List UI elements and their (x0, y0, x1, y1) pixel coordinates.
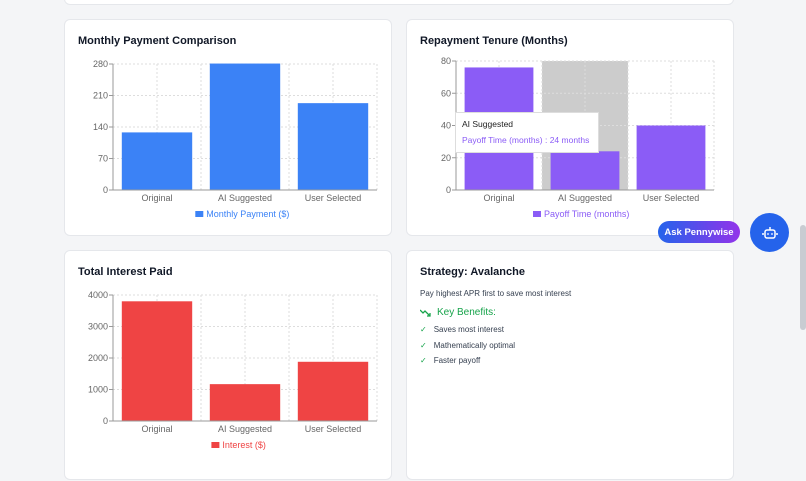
benefit-item: ✓ Mathematically optimal (420, 341, 515, 357)
scrollbar-thumb[interactable] (800, 225, 806, 330)
strategy-description: Pay highest APR first to save most inter… (420, 289, 572, 298)
bar-ai-suggested (550, 151, 620, 190)
bar-ai-suggested (209, 384, 281, 421)
check-icon: ✓ (420, 356, 427, 365)
tooltip-title: AI Suggested (462, 119, 514, 129)
bar-user-selected (297, 361, 369, 421)
tenure-chart: 0 20 40 60 80 Original AI Suggested User Select… (441, 56, 715, 219)
x-tick-label: User Selected (305, 424, 362, 434)
monthly-payment-card: Monthly Payment Comparison 0 70 140 210 280 O… (64, 19, 392, 236)
y-tick-label: 4000 (88, 290, 108, 300)
y-tick-label: 140 (93, 122, 108, 132)
interest-card: Total Interest Paid 0 1000 2000 3000 4000 Ori… (64, 250, 392, 480)
benefit-text: Faster payoff (433, 356, 481, 365)
y-tick-label: 20 (441, 153, 451, 163)
monthly-payment-chart: 0 70 140 210 280 Original AI Suggested User Sel… (93, 59, 378, 219)
y-tick-label: 60 (441, 88, 451, 98)
strategy-card: Strategy: Avalanche Pay highest APR firs… (406, 250, 734, 480)
card-title: Repayment Tenure (Months) (420, 35, 568, 47)
benefit-item: ✓ Saves most interest (420, 325, 515, 341)
benefit-text: Mathematically optimal (433, 340, 516, 350)
check-icon: ✓ (420, 340, 427, 350)
legend-swatch (195, 211, 204, 217)
chart-tooltip: AI Suggested Payoff Time (months) : 24 m… (455, 112, 599, 153)
bar-user-selected (636, 125, 706, 190)
y-tick-label: 80 (441, 56, 451, 66)
key-benefits-label: Key Benefits: (437, 307, 496, 318)
chat-bot-button[interactable] (750, 213, 789, 252)
legend-label: Monthly Payment ($) (206, 209, 289, 219)
tooltip-value: Payoff Time (months) : 24 months (462, 135, 590, 145)
x-tick-label: Original (141, 424, 172, 434)
y-tick-label: 2000 (88, 353, 108, 363)
legend-swatch (533, 211, 541, 217)
benefit-text: Saves most interest (433, 325, 504, 334)
legend-label: Interest ($) (222, 440, 266, 450)
card-title: Monthly Payment Comparison (78, 35, 237, 47)
legend-label: Payoff Time (months) (544, 209, 629, 219)
y-tick-label: 40 (441, 121, 451, 131)
check-icon: ✓ (420, 325, 427, 334)
bar-original (121, 301, 193, 421)
x-tick-label: User Selected (305, 193, 362, 203)
y-tick-label: 280 (93, 59, 108, 69)
y-tick-label: 210 (93, 91, 108, 101)
key-benefits-heading: Key Benefits: (420, 307, 496, 318)
x-tick-label: Original (141, 193, 172, 203)
y-tick-label: 0 (446, 185, 451, 195)
y-tick-label: 0 (103, 185, 108, 195)
bar-original (121, 132, 193, 190)
card-title: Total Interest Paid (78, 266, 173, 278)
bar-user-selected (297, 103, 369, 190)
top-card (64, 0, 734, 5)
bar-ai-suggested (209, 63, 281, 190)
y-tick-label: 0 (103, 416, 108, 426)
ask-pennywise-button[interactable]: Ask Pennywise (658, 221, 740, 243)
y-tick-label: 70 (98, 154, 108, 164)
x-tick-label: User Selected (643, 193, 700, 203)
strategy-title: Strategy: Avalanche (420, 266, 525, 278)
legend-swatch (211, 442, 220, 448)
x-tick-label: Original (483, 193, 514, 203)
benefits-list: ✓ Saves most interest ✓ Mathematically opt… (420, 325, 515, 372)
x-tick-label: AI Suggested (218, 193, 272, 203)
y-tick-label: 1000 (88, 385, 108, 395)
y-tick-label: 3000 (88, 322, 108, 332)
x-tick-label: AI Suggested (218, 424, 272, 434)
robot-icon (761, 226, 778, 239)
x-tick-label: AI Suggested (558, 193, 612, 203)
trending-down-icon (420, 309, 431, 317)
interest-chart: 0 1000 2000 3000 4000 Original AI Suggested Use… (88, 290, 378, 450)
benefit-item: ✓ Faster payoff (420, 356, 515, 372)
